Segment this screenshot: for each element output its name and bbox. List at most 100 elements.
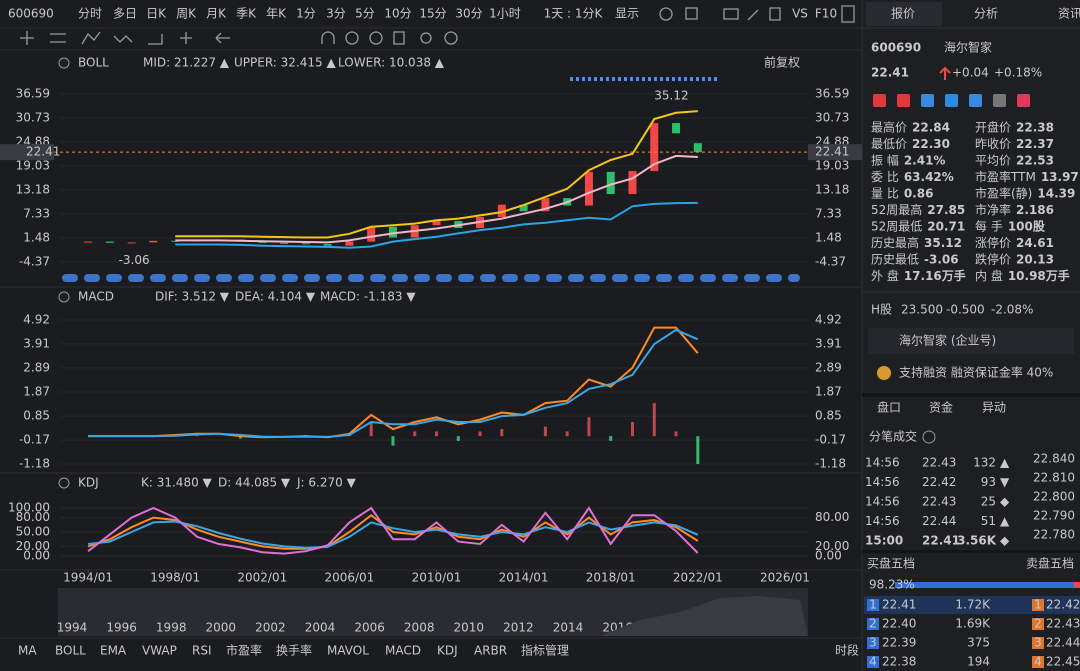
period-tab[interactable]: 日K (146, 7, 167, 21)
badge-icon[interactable] (993, 94, 1006, 107)
icon[interactable] (148, 34, 163, 45)
badge-icon[interactable] (921, 94, 934, 107)
last-price-label: 22.41 (26, 145, 60, 159)
trade-time: 14:56 (865, 475, 900, 489)
settings-icon[interactable] (58, 57, 70, 69)
stat-value: -3.06 (924, 253, 959, 267)
legend-entry: D: 44.085 ▼ (218, 476, 291, 490)
indicator-tab[interactable]: RSI (192, 644, 212, 658)
indicator-tab[interactable]: BOLL (55, 644, 86, 658)
panel-tab[interactable]: 资讯 (1058, 7, 1080, 21)
indicator-tab[interactable]: ARBR (474, 644, 507, 658)
candle (258, 241, 267, 243)
icon[interactable] (685, 7, 698, 20)
indicator-tab[interactable]: 市盈率 (226, 643, 262, 658)
period-tab[interactable]: 3分 (326, 7, 346, 21)
panel-tab[interactable]: 报价 (891, 6, 915, 21)
icon[interactable] (345, 31, 359, 45)
period-tab[interactable]: 分时 (78, 7, 102, 21)
badge-icon[interactable] (1017, 94, 1030, 107)
f10-button[interactable]: F10 (815, 7, 837, 21)
indicator-title: MACD (78, 290, 114, 304)
period-tab[interactable]: 月K (206, 7, 227, 21)
panel-tab[interactable]: 异动 (982, 401, 1006, 415)
book-index (1032, 618, 1044, 630)
period-tab[interactable]: 1小时 (489, 7, 521, 21)
icon[interactable] (113, 35, 133, 43)
company-row[interactable] (868, 328, 1074, 354)
indicator-tab[interactable]: VWAP (142, 644, 177, 658)
navigator-label: 2002 (255, 621, 286, 635)
macd-bar (543, 426, 547, 437)
icon[interactable] (321, 31, 335, 44)
icon[interactable] (723, 8, 739, 20)
settings-icon[interactable] (58, 477, 70, 489)
icon[interactable] (20, 31, 34, 45)
range-select[interactable]: 1天 : 1分K (544, 7, 604, 21)
ratio-bar-sell (1074, 582, 1080, 588)
y-tick-label: 2.89 (815, 360, 842, 374)
panel-tab[interactable]: 盘口 (877, 400, 901, 415)
badge-icon[interactable] (873, 94, 886, 107)
indicator-title: KDJ (78, 476, 99, 490)
period-tab[interactable]: 多日 (113, 7, 137, 21)
period-tab[interactable]: 时段 (835, 643, 859, 658)
y-tick-label: 0.85 (815, 409, 842, 423)
y-tick-label: 36.59 (16, 86, 50, 100)
legend-entry: UPPER: 32.415 ▲ (234, 56, 336, 70)
trade-direction: ▲ (1000, 514, 1010, 528)
candle (280, 242, 289, 244)
indicator-tab[interactable]: KDJ (437, 644, 458, 658)
display-menu[interactable]: 显示 (615, 7, 639, 21)
icon[interactable] (369, 31, 383, 45)
period-tab[interactable]: 季K (236, 7, 257, 21)
badge-icon[interactable] (945, 94, 958, 107)
indicator-tab[interactable]: 指标管理 (521, 643, 569, 658)
stat-label: 外 盘 (871, 268, 899, 283)
period-tab[interactable]: 10分 (384, 7, 411, 21)
settings-icon[interactable] (58, 291, 70, 303)
icon[interactable] (50, 33, 66, 43)
panel-tab[interactable]: 资金 (929, 400, 953, 415)
icon[interactable] (215, 32, 230, 44)
icon[interactable] (841, 5, 855, 23)
icon[interactable] (180, 32, 192, 44)
period-tab[interactable]: 年K (266, 7, 287, 21)
period-tab[interactable]: 1分 (296, 7, 316, 21)
ratio-bar (895, 582, 1080, 588)
period-tab[interactable]: 30分 (455, 7, 482, 21)
company-link[interactable]: 海尔智家 (企业号) (899, 333, 996, 348)
vs-button[interactable]: VS (792, 7, 808, 21)
y-tick-label: -4.37 (19, 254, 50, 268)
period-tab[interactable]: 周K (176, 7, 197, 21)
panel-tab[interactable]: 分析 (974, 7, 998, 21)
book-index: 2 (1034, 617, 1042, 631)
trade-price: 22.42 (922, 475, 956, 489)
icon[interactable] (659, 7, 673, 21)
icon[interactable] (393, 31, 405, 45)
icon[interactable] (769, 7, 781, 21)
indicator-tab[interactable]: EMA (100, 644, 127, 658)
indicator-tab[interactable]: MA (18, 644, 37, 658)
period-tab[interactable]: 15分 (419, 7, 446, 21)
indicator-tab[interactable]: 换手率 (276, 643, 312, 658)
sell-title: 卖盘五档 (1026, 556, 1074, 571)
indicator-tab[interactable]: MAVOL (327, 644, 369, 658)
navigator-label: 2014 (553, 621, 584, 635)
info-icon (922, 430, 936, 444)
bid-price: 22.40 (882, 617, 916, 631)
indicator-tab[interactable]: MACD (385, 644, 421, 658)
icon[interactable] (444, 31, 458, 45)
icon[interactable] (747, 9, 759, 21)
icon[interactable] (420, 32, 432, 44)
candle (519, 204, 528, 212)
badge-icon[interactable] (969, 94, 982, 107)
hshare-change: -0.500 (946, 303, 985, 317)
toolbar-icons[interactable] (20, 5, 855, 45)
y-tick-label: 1.48 (23, 230, 50, 244)
candle (606, 171, 615, 195)
icon[interactable] (81, 31, 101, 45)
adjust-mode[interactable]: 前复权 (764, 55, 800, 70)
period-tab[interactable]: 5分 (355, 7, 375, 21)
badge-icon[interactable] (897, 94, 910, 107)
